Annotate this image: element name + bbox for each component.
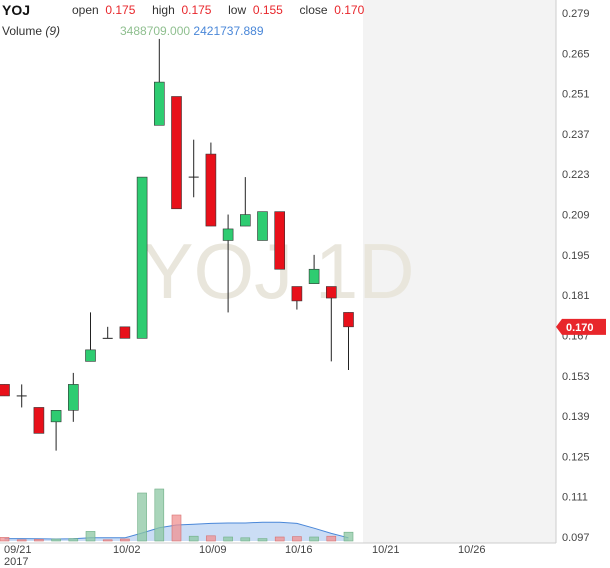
y-tick-label: 0.279 [562, 8, 590, 20]
volume-bar [326, 535, 337, 542]
volume-bar [188, 535, 199, 542]
close-value: 0.170 [334, 3, 365, 17]
volume-bar [154, 488, 165, 542]
close-label: close [299, 3, 328, 17]
x-tick-label: 10/02 [113, 544, 141, 556]
volume-bar [16, 539, 27, 542]
volume-bar [309, 536, 319, 542]
y-tick-label: 0.223 [562, 169, 590, 181]
candle-up [50, 410, 62, 423]
ohlc-readout: open 0.175 high 0.175 low 0.155 close 0.… [72, 3, 364, 17]
volume-bar [257, 538, 268, 542]
volume-label: Volume [2, 24, 43, 38]
volume-bar [34, 539, 44, 542]
candle-down [291, 286, 303, 302]
y-tick-label: 0.265 [562, 48, 590, 60]
y-tick-label: 0.139 [562, 411, 590, 423]
volume-ma-value: 2421737.889 [193, 24, 264, 38]
x-tick-label: 10/09 [199, 544, 227, 556]
candle-up [85, 349, 96, 362]
last-price-tag [556, 318, 606, 335]
candle-down [343, 312, 354, 328]
low-value: 0.155 [252, 3, 283, 17]
volume-legend: Volume (9) [2, 24, 60, 38]
candle-down [33, 407, 45, 434]
candle-down [205, 153, 217, 227]
high-value: 0.175 [181, 3, 212, 17]
candle-up [68, 384, 79, 411]
volume-bar [51, 538, 61, 542]
candle-up [136, 176, 148, 339]
x-tick-label: 10/26 [458, 544, 486, 556]
y-tick-label: 0.195 [562, 250, 590, 262]
y-tick-label: 0.125 [562, 451, 590, 463]
volume-bar [68, 538, 79, 542]
volume-period: (9) [45, 24, 61, 38]
volume-value: 3488709.000 [120, 24, 191, 38]
x-tick-label: 10/21 [372, 544, 400, 556]
low-label: low [228, 3, 247, 17]
volume-bar [274, 536, 285, 542]
chart-legend: YOJ [2, 2, 30, 18]
candle-up [308, 268, 320, 284]
volume-readout: 3488709.000 2421737.889 [120, 24, 264, 38]
candle-up [240, 214, 251, 227]
candle-down [171, 96, 182, 210]
candle-down [119, 326, 131, 339]
y-tick-label: 0.153 [562, 371, 590, 383]
x-tick-label: 10/16 [285, 544, 313, 556]
candle-down [0, 384, 10, 397]
volume-bar [292, 536, 302, 542]
volume-bar [85, 531, 96, 542]
symbol-label: YOJ [2, 2, 31, 18]
volume-bar [120, 538, 130, 542]
y-tick-label: 0.209 [562, 210, 590, 222]
open-label: open [72, 3, 99, 17]
candle-down [325, 286, 337, 299]
high-label: high [152, 3, 175, 17]
candle-up [222, 228, 234, 241]
last-price-label: 0.170 [566, 322, 594, 334]
y-tick-label: 0.097 [562, 532, 590, 544]
y-tick-label: 0.111 [562, 492, 588, 504]
candle-down [274, 211, 286, 270]
x-tick-label: 09/21 [4, 544, 32, 556]
y-tick-label: 0.237 [562, 129, 590, 141]
volume-bar [223, 536, 233, 542]
volume-bar [137, 492, 147, 542]
candle-up [154, 81, 165, 126]
volume-bar [240, 537, 251, 542]
x-year-label: 2017 [4, 556, 28, 568]
volume-bar [343, 531, 354, 542]
candle-up [257, 211, 268, 241]
volume-bar [171, 514, 182, 542]
y-tick-label: 0.251 [562, 89, 590, 101]
volume-bar [102, 539, 113, 542]
future-area [363, 0, 556, 543]
y-tick-label: 0.181 [562, 290, 590, 302]
volume-bar [0, 537, 10, 542]
open-value: 0.175 [105, 3, 136, 17]
volume-bar [206, 535, 216, 542]
